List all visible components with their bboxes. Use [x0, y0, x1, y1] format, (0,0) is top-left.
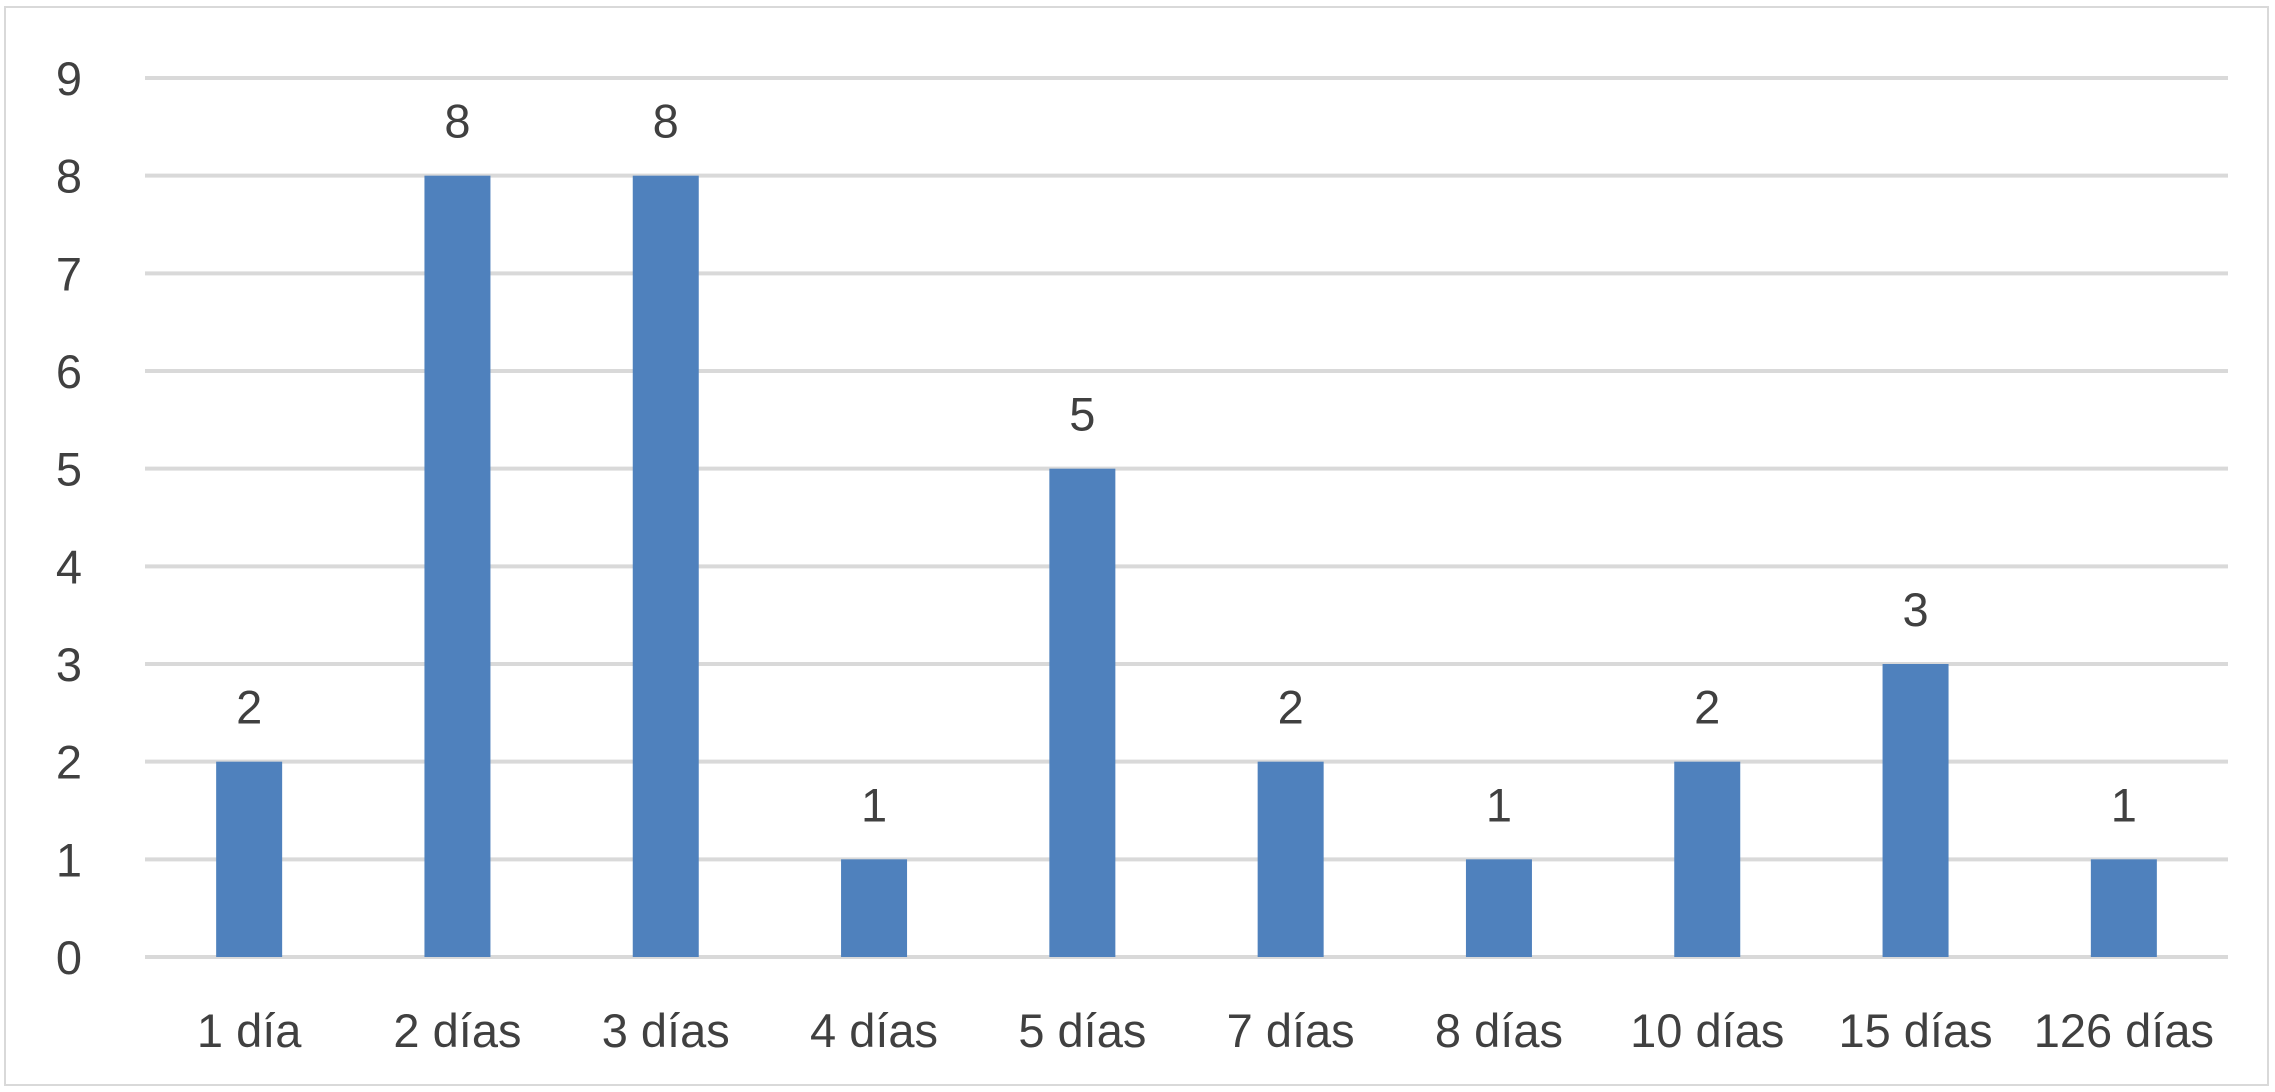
gridlines — [145, 76, 2228, 862]
data-label: 8 — [444, 95, 470, 148]
bar — [1674, 761, 1741, 957]
bar — [841, 859, 908, 957]
bar — [1257, 761, 1324, 957]
bar — [1049, 468, 1116, 957]
y-tick-label: 8 — [56, 150, 82, 203]
bar — [216, 761, 283, 957]
data-label: 5 — [1069, 388, 1095, 441]
data-label: 1 — [2111, 778, 2137, 831]
category-label: 1 día — [197, 1004, 302, 1057]
category-label: 10 días — [1630, 1004, 1784, 1057]
category-label: 3 días — [602, 1004, 730, 1057]
bars — [216, 175, 2157, 957]
y-tick-label: 0 — [56, 931, 82, 984]
category-label: 4 días — [810, 1004, 938, 1057]
category-label: 126 días — [2034, 1004, 2214, 1057]
bar — [424, 175, 491, 957]
y-tick-label: 6 — [56, 345, 82, 398]
category-labels: 1 día 2 días 3 días 4 días 5 días 7 días… — [197, 1004, 2214, 1057]
data-label: 2 — [236, 681, 262, 734]
category-label: 2 días — [393, 1004, 521, 1057]
data-label: 2 — [1694, 681, 1720, 734]
y-tick-label: 3 — [56, 638, 82, 691]
y-axis-ticks: 0 1 2 3 4 5 6 7 8 9 — [56, 52, 82, 984]
y-tick-label: 4 — [56, 540, 82, 593]
y-tick-label: 5 — [56, 443, 82, 496]
category-label: 7 días — [1227, 1004, 1355, 1057]
data-label: 3 — [1902, 583, 1928, 636]
category-label: 5 días — [1018, 1004, 1146, 1057]
category-label: 8 días — [1435, 1004, 1563, 1057]
bar — [1882, 664, 1949, 957]
data-label: 2 — [1278, 681, 1304, 734]
data-label: 1 — [861, 778, 887, 831]
data-labels: 2 8 8 1 5 2 1 2 3 1 — [236, 95, 2137, 832]
y-tick-label: 9 — [56, 52, 82, 105]
bar — [632, 175, 699, 957]
y-tick-label: 2 — [56, 736, 82, 789]
bar — [2090, 859, 2157, 957]
data-label: 1 — [1486, 778, 1512, 831]
bar — [1465, 859, 1532, 957]
y-tick-label: 7 — [56, 247, 82, 300]
y-tick-label: 1 — [56, 833, 82, 886]
data-label: 8 — [653, 95, 679, 148]
category-label: 15 días — [1838, 1004, 1992, 1057]
